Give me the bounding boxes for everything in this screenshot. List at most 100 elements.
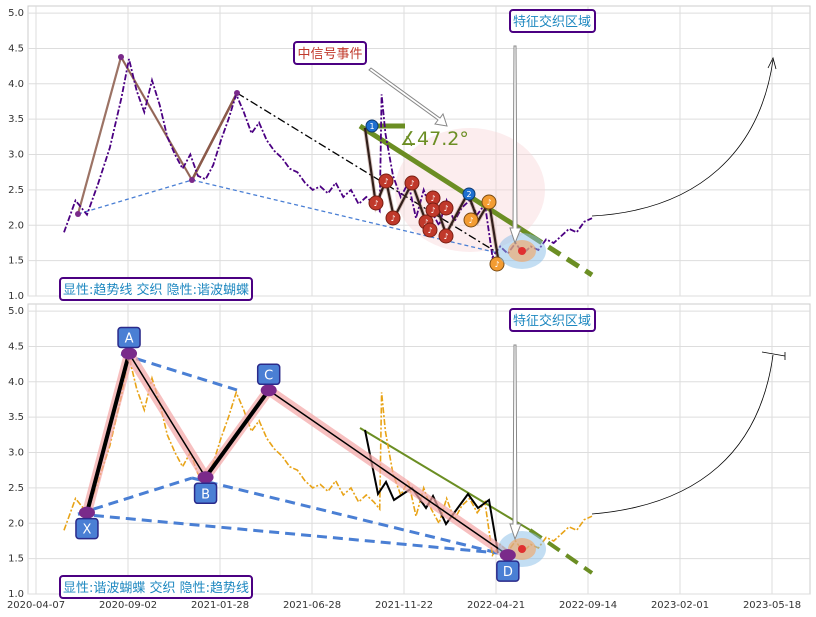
sell-signal-marker <box>378 173 394 189</box>
bottom-legend-note: 显性:谐波蝴蝶 交织 隐性:趋势线 <box>59 575 253 599</box>
signal-marker-glyph: ♪ <box>373 199 378 208</box>
signal-marker-glyph: ♪ <box>423 218 428 227</box>
signal-marker-glyph: ♪ <box>443 232 448 241</box>
y-tick-label: 1.0 <box>8 291 24 302</box>
y-tick-label: 2.0 <box>8 220 24 231</box>
harmonic-point-dot <box>197 471 214 484</box>
x-tick-label: 2021-01-28 <box>191 600 249 611</box>
signal-marker-glyph: ♪ <box>486 198 491 207</box>
x-tick-label: 2023-05-18 <box>743 600 801 611</box>
y-tick-label: 2.0 <box>8 518 24 529</box>
bottom-grid <box>28 304 810 595</box>
sell-signal-marker <box>385 210 401 226</box>
harmonic-point-label: C <box>264 368 273 383</box>
signal-marker-glyph: ♪ <box>427 226 432 235</box>
harmonic-legs <box>82 350 511 560</box>
svg-text:特征交织区域: 特征交织区域 <box>513 14 591 30</box>
top-grid <box>28 6 810 297</box>
top-zone-center <box>518 247 526 255</box>
sell-signal-marker <box>404 175 420 191</box>
y-tick-label: 3.5 <box>8 412 24 423</box>
bottom-projection-bar <box>761 351 786 360</box>
top-signal-event-label: 中信号事件 <box>293 41 367 65</box>
svg-text:中信号事件: 中信号事件 <box>297 47 362 62</box>
x-tick-label: 2022-04-21 <box>467 600 525 611</box>
harmonic-point-dot <box>499 549 516 562</box>
top-signal-markers: ♪♪♪♪♪♪♪♪♪♪♪♪♪12 <box>75 54 505 272</box>
sell-signal-marker <box>368 195 384 211</box>
y-tick-label: 4.5 <box>8 43 24 54</box>
wave-count-label: 1 <box>369 122 374 131</box>
y-tick-label: 4.5 <box>8 341 24 352</box>
harmonic-point-badge <box>256 363 281 386</box>
harmonic-point-dot <box>260 384 277 397</box>
harmonic-point-dot <box>78 506 95 519</box>
top-projection-arrowhead <box>767 56 777 70</box>
x-tick-label: 2022-09-14 <box>559 600 617 611</box>
y-tick-label: 3.0 <box>8 448 24 459</box>
bottom-ac-dashed <box>120 352 238 392</box>
bottom-green-trendline-ext <box>528 528 594 575</box>
harmonic-point-badge <box>496 560 520 582</box>
top-trendline-upper-dashdot <box>236 92 499 254</box>
buy-signal-marker <box>481 194 497 210</box>
top-pivot-dot <box>75 211 81 217</box>
x-tick-label: 2021-11-22 <box>375 600 433 611</box>
buy-signal-marker <box>463 212 479 228</box>
wave-count-marker <box>462 187 476 201</box>
top-harmonic-leg-to-c <box>190 92 239 181</box>
harmonic-leg <box>268 389 509 556</box>
top-trendline-lower-dashed <box>77 179 193 215</box>
signal-marker-glyph: ♪ <box>383 177 388 186</box>
bottom-zone-center <box>518 545 526 553</box>
x-tick-label: 2020-09-02 <box>99 600 157 611</box>
svg-text:特征交织区域: 特征交织区域 <box>513 313 591 329</box>
y-tick-label: 1.0 <box>8 589 24 600</box>
top-pivot-dot <box>118 54 124 60</box>
top-legend-note: 显性:趋势线 交织 隐性:谐波蝴蝶 <box>59 277 253 301</box>
signal-marker-glyph: ♪ <box>430 194 435 203</box>
top-green-trendline <box>358 123 532 238</box>
y-tick-label: 3.5 <box>8 114 24 125</box>
harmonic-point-label: B <box>201 487 210 502</box>
signal-marker-glyph: ♪ <box>390 214 395 223</box>
y-tick-label: 5.0 <box>8 8 24 19</box>
wave-count-label: 2 <box>466 190 471 199</box>
top-feature-zone-label: 特征交织区域 <box>509 9 596 33</box>
signal-marker-glyph: ♪ <box>443 204 448 213</box>
signal-marker-glyph: ♪ <box>409 179 414 188</box>
signal-marker-glyph: ♪ <box>468 216 473 225</box>
signal-marker-glyph: ♪ <box>430 206 435 215</box>
signal-marker-glyph: ♪ <box>494 260 499 269</box>
sell-signal-marker <box>438 200 454 216</box>
top-angle-label: ∡47.2° <box>400 128 469 150</box>
y-tick-label: 1.5 <box>8 554 24 565</box>
bottom-projection-curve <box>591 354 774 515</box>
svg-text:显性:趋势线 交织 隐性:谐波蝴蝶: 显性:趋势线 交织 隐性:谐波蝴蝶 <box>63 282 249 298</box>
harmonic-point-label: A <box>125 332 134 347</box>
y-tick-label: 4.0 <box>8 79 24 90</box>
sell-signal-marker <box>422 222 438 238</box>
bottom-panel: X A B C D 特征交织区域 显性:谐波蝴蝶 交织 隐性:趋势线 <box>59 308 786 599</box>
y-tick-label: 2.5 <box>8 483 24 494</box>
harmonic-leg <box>203 389 271 479</box>
bottom-bd-dashed <box>191 476 499 555</box>
top-projection-curve <box>591 59 774 217</box>
harmonic-point-dot <box>121 347 138 360</box>
y-tick-label: 4.0 <box>8 377 24 388</box>
harmonic-point-badge <box>117 326 141 349</box>
bottom-xa-dashed <box>77 512 499 555</box>
harmonic-points: X A B C D <box>75 326 520 582</box>
harmonic-leg <box>85 353 131 514</box>
bottom-feature-arrow <box>509 344 522 541</box>
x-tick-label: 2023-02-01 <box>651 600 709 611</box>
bottom-panel-frame <box>27 303 811 595</box>
sell-signal-marker <box>438 228 454 244</box>
top-signal-arrow <box>368 67 448 127</box>
top-pivot-dot <box>234 90 240 96</box>
top-pivot-dot <box>189 177 195 183</box>
y-tick-label: 5.0 <box>8 306 24 317</box>
top-feature-arrow <box>509 45 522 245</box>
